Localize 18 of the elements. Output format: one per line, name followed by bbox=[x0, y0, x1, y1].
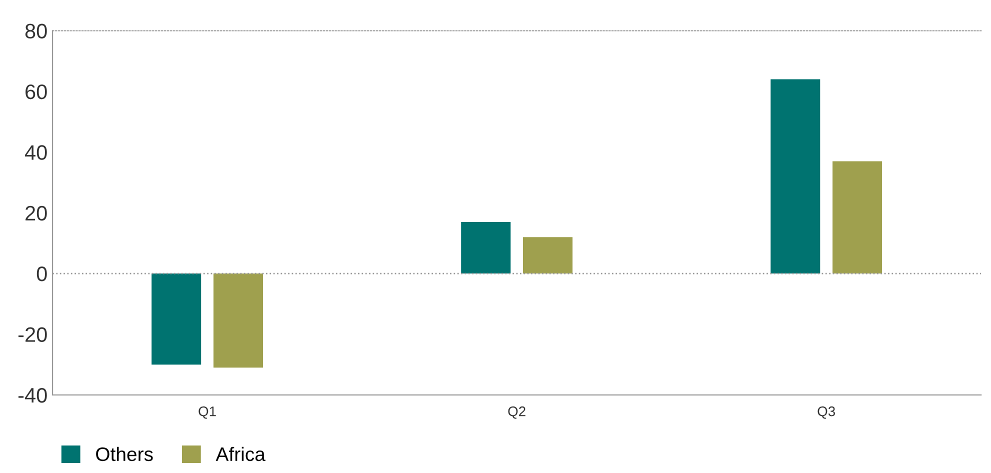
bar bbox=[213, 274, 263, 368]
x-tick-label: Q3 bbox=[818, 406, 835, 419]
bar bbox=[152, 274, 202, 365]
x-tick-label: Q2 bbox=[508, 406, 526, 419]
x-tick-label: Q1 bbox=[198, 406, 216, 419]
bar bbox=[461, 222, 511, 274]
bar bbox=[522, 237, 573, 274]
bar bbox=[770, 79, 820, 274]
bar bbox=[832, 161, 882, 274]
y-tick-label: 20 bbox=[26, 206, 47, 221]
y-tick-label: 40 bbox=[24, 145, 47, 160]
legend-label: Others bbox=[96, 446, 153, 462]
y-tick-label: 0 bbox=[36, 266, 47, 282]
y-tick-label: -20 bbox=[18, 327, 47, 342]
y-tick-label: 60 bbox=[26, 84, 47, 100]
y-tick-label: 80 bbox=[25, 24, 47, 38]
legend-label: Africa bbox=[216, 446, 266, 462]
y-tick-label: -40 bbox=[18, 388, 47, 403]
